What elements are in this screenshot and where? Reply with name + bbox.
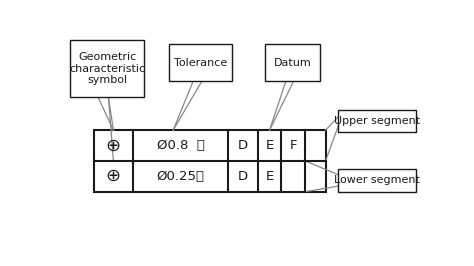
Text: D: D <box>238 139 248 152</box>
Text: E: E <box>265 170 273 183</box>
Text: Upper segment: Upper segment <box>334 116 420 126</box>
Bar <box>70 40 144 97</box>
Text: Ø0.8  Ⓜ: Ø0.8 Ⓜ <box>156 139 204 152</box>
Bar <box>265 44 320 81</box>
Text: Tolerance: Tolerance <box>174 58 228 68</box>
Text: Datum: Datum <box>273 58 311 68</box>
Bar <box>338 169 416 192</box>
Text: Lower segment: Lower segment <box>334 175 420 185</box>
Text: E: E <box>265 139 273 152</box>
Text: ⊕: ⊕ <box>106 137 121 155</box>
Text: F: F <box>290 139 297 152</box>
Text: ⊕: ⊕ <box>106 167 121 185</box>
Bar <box>94 130 326 192</box>
Bar <box>169 44 232 81</box>
Text: Ø0.25Ⓜ: Ø0.25Ⓜ <box>156 170 204 183</box>
Text: Geometric
characteristic
symbol: Geometric characteristic symbol <box>69 52 145 85</box>
Text: D: D <box>238 170 248 183</box>
Bar <box>338 110 416 132</box>
